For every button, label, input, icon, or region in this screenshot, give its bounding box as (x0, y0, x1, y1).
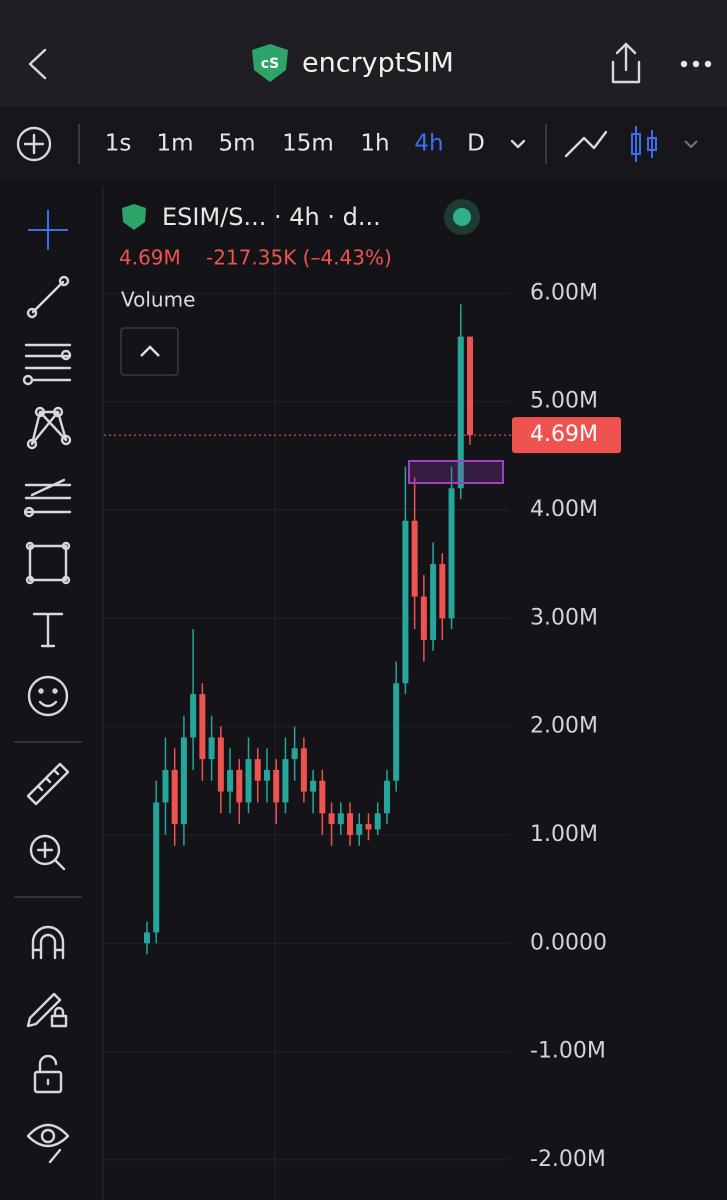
interval-button[interactable]: 5m (218, 131, 255, 157)
candle-body (319, 780, 326, 814)
interval-button[interactable]: 1s (105, 131, 132, 157)
candle-body (300, 748, 307, 792)
share-button[interactable] (611, 42, 641, 84)
interval-button[interactable]: 1m (156, 131, 193, 157)
collapse-button[interactable] (120, 327, 179, 376)
candle-body (171, 769, 178, 825)
unlock-tool[interactable] (33, 1054, 63, 1094)
candle-body (310, 780, 317, 792)
candle-body (162, 769, 169, 803)
emoji-tool[interactable] (27, 675, 69, 717)
candle-body (190, 694, 197, 738)
y-tick-label: -2.00M (530, 1147, 606, 1172)
fib-tool[interactable] (22, 343, 72, 386)
svg-text:cS: cS (261, 56, 279, 72)
shape-tool[interactable] (25, 541, 71, 585)
candle-body (144, 932, 150, 944)
candle-body (153, 802, 160, 933)
candle-body (430, 564, 437, 640)
drawn-rectangle (408, 460, 504, 484)
legend: ESIM/S... · 4h · d... 4.69M -217.35K (–4… (119, 199, 480, 376)
candle-body (208, 737, 215, 760)
add-button[interactable] (16, 126, 52, 162)
symbol-title: ESIM/S... · 4h · d... (162, 203, 381, 231)
candle-body (393, 683, 400, 781)
y-tick-label: 5.00M (530, 389, 598, 414)
pattern-tool[interactable] (26, 406, 72, 450)
candle-body (291, 748, 298, 760)
candle-body (420, 596, 427, 640)
interval-button[interactable]: 4h (414, 131, 443, 157)
zoom-tool[interactable] (29, 834, 66, 871)
candle-body (402, 520, 409, 684)
candle-body (457, 336, 464, 489)
study-name: Volume (121, 288, 195, 312)
trend-line-tool[interactable] (26, 275, 70, 319)
top-bar (0, 0, 727, 107)
visibility-tool[interactable] (26, 1123, 70, 1164)
candle-body (439, 564, 446, 619)
candle-body (448, 488, 455, 619)
back-button[interactable] (28, 48, 47, 80)
price-label-bg (512, 417, 621, 454)
candle-body (374, 813, 381, 830)
text-tool[interactable] (32, 612, 64, 648)
forecast-tool[interactable] (23, 478, 72, 518)
app-logo: cS (252, 44, 288, 82)
candle-body (383, 780, 390, 814)
ruler-tool[interactable] (26, 762, 70, 806)
y-tick-label: 4.00M (530, 497, 598, 522)
y-tick-label: -1.00M (530, 1039, 606, 1064)
candle-body (282, 759, 289, 803)
price-label: 4.69M (530, 422, 598, 447)
candle-body (245, 759, 252, 803)
candle-body (199, 694, 206, 760)
candle-body (411, 520, 418, 597)
magnet-tool[interactable] (31, 925, 65, 960)
status-dot (453, 208, 471, 226)
chart-area (103, 186, 727, 1200)
candle-body (217, 737, 224, 792)
symbol-logo (122, 204, 146, 230)
line-chart-button[interactable] (564, 130, 608, 158)
y-tick-label: 2.00M (530, 714, 598, 739)
y-tick-label: 1.00M (530, 822, 598, 847)
tool-panel (0, 180, 95, 1200)
toolbar (0, 107, 727, 180)
candle-body (467, 336, 473, 436)
candle-body (273, 769, 280, 803)
tools (14, 210, 82, 1164)
y-tick-label: 3.00M (530, 605, 598, 630)
candle-body (254, 759, 261, 781)
interval-button[interactable]: 15m (282, 131, 334, 157)
interval-button[interactable]: 1h (360, 131, 389, 157)
candle-body (365, 824, 372, 830)
change: -217.35K (–4.43%) (206, 246, 392, 270)
chart-type-dropdown[interactable] (684, 140, 698, 149)
y-tick-label: 0.0000 (530, 930, 607, 955)
candle-body (328, 813, 335, 825)
more-button[interactable] (680, 60, 712, 68)
candle-body (263, 769, 270, 781)
candle-body (347, 813, 354, 835)
candle-body (337, 813, 344, 825)
candle-body (180, 737, 187, 825)
last-value: 4.69M (119, 246, 181, 270)
crosshair-tool[interactable] (28, 210, 68, 250)
app-title: encryptSIM (302, 48, 454, 79)
candle-body (236, 769, 243, 803)
candle-body (356, 824, 363, 835)
y-tick-label: 6.00M (530, 280, 598, 305)
candle-chart-button[interactable] (631, 126, 657, 162)
candle-body (227, 769, 234, 792)
interval-button[interactable]: D (467, 131, 485, 157)
lock-drawings[interactable] (26, 992, 68, 1028)
interval-dropdown[interactable] (510, 139, 526, 149)
